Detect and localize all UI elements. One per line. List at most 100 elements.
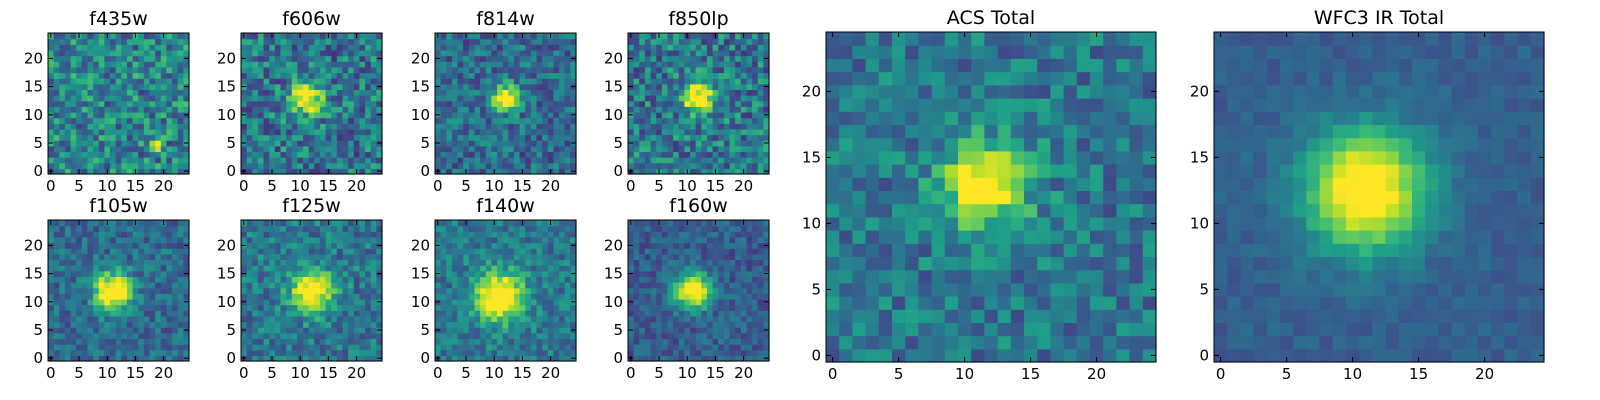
image-pixel	[740, 282, 748, 289]
image-pixel	[252, 66, 259, 74]
image-pixel	[143, 145, 151, 153]
image-pixel	[76, 78, 83, 85]
image-pixel	[639, 349, 646, 356]
image-pixel	[138, 33, 145, 40]
image-pixel	[104, 344, 111, 351]
image-pixel	[121, 298, 128, 306]
image-pixel	[530, 162, 538, 169]
image-pixel	[491, 231, 498, 238]
image-pixel	[661, 117, 669, 124]
image-pixel	[246, 111, 253, 119]
image-pixel	[513, 327, 521, 334]
image-pixel	[183, 253, 190, 261]
image-pixel	[359, 315, 366, 323]
image-pixel	[370, 225, 377, 232]
image-pixel	[667, 111, 674, 119]
image-pixel	[48, 315, 55, 323]
image-pixel	[485, 140, 492, 147]
image-pixel	[440, 304, 447, 311]
image-pixel	[274, 259, 282, 266]
image-pixel	[93, 315, 100, 323]
image-pixel	[359, 327, 366, 334]
image-pixel	[149, 78, 156, 85]
image-pixel	[342, 111, 349, 119]
image-pixel	[155, 265, 162, 272]
image-pixel	[76, 344, 83, 351]
image-pixel	[508, 140, 515, 147]
image-pixel	[370, 83, 377, 90]
image-pixel	[712, 89, 719, 96]
image-pixel	[468, 61, 476, 68]
image-pixel	[76, 225, 83, 232]
image-pixel	[690, 123, 697, 130]
image-pixel	[257, 298, 265, 306]
image-pixel	[59, 349, 66, 356]
image-pixel	[757, 315, 764, 323]
image-pixel	[365, 265, 372, 272]
image-pixel	[59, 310, 66, 317]
image-pixel	[110, 248, 117, 255]
image-pixel	[59, 145, 66, 153]
image-pixel	[370, 111, 377, 119]
image-pixel	[656, 83, 663, 90]
image-pixel	[451, 162, 459, 169]
image-pixel	[359, 55, 366, 62]
image-pixel	[673, 100, 680, 107]
image-pixel	[740, 44, 748, 51]
image-pixel	[474, 44, 481, 51]
image-pixel	[155, 327, 162, 334]
image-pixel	[183, 332, 190, 340]
image-pixel	[138, 134, 145, 141]
image-pixel	[303, 310, 310, 317]
image-pixel	[718, 162, 725, 169]
image-pixel	[274, 134, 282, 141]
image-pixel	[342, 151, 349, 158]
image-pixel	[87, 38, 94, 45]
image-pixel	[628, 44, 635, 51]
image-pixel	[121, 151, 128, 158]
image-pixel	[559, 106, 566, 113]
image-pixel	[752, 327, 759, 334]
image-pixel	[93, 123, 100, 130]
y-tick-label: 10	[411, 293, 430, 311]
image-pixel	[342, 162, 349, 169]
image-pixel	[559, 231, 566, 238]
image-pixel	[93, 83, 100, 90]
image-pixel	[559, 321, 566, 328]
image-pixel	[435, 157, 442, 164]
image-pixel	[286, 49, 293, 57]
image-pixel	[286, 111, 293, 119]
image-pixel	[138, 111, 145, 119]
image-pixel	[633, 298, 640, 306]
image-pixel	[98, 338, 105, 345]
image-pixel	[673, 157, 680, 164]
image-pixel	[553, 248, 560, 255]
image-pixel	[160, 298, 168, 306]
image-pixel	[497, 242, 504, 249]
image-pixel	[667, 100, 674, 107]
image-pixel	[359, 106, 366, 113]
image-pixel	[480, 298, 487, 306]
image-pixel	[297, 225, 304, 232]
image-pixel	[446, 140, 453, 147]
image-pixel	[723, 157, 731, 164]
image-pixel	[740, 89, 748, 96]
image-pixel	[435, 315, 442, 323]
image-pixel	[678, 338, 685, 345]
image-pixel	[280, 145, 287, 153]
image-pixel	[451, 123, 459, 130]
image-pixel	[718, 111, 725, 119]
image-pixel	[451, 282, 459, 289]
image-pixel	[308, 282, 315, 289]
image-pixel	[365, 276, 372, 283]
image-pixel	[735, 276, 742, 283]
image-pixel	[519, 298, 526, 306]
image-pixel	[497, 310, 504, 317]
image-pixel	[274, 168, 282, 175]
image-pixel	[64, 123, 72, 130]
image-pixel	[752, 168, 759, 175]
image-pixel	[480, 220, 487, 227]
image-pixel	[98, 134, 105, 141]
image-pixel	[628, 38, 635, 45]
image-pixel	[331, 242, 338, 249]
